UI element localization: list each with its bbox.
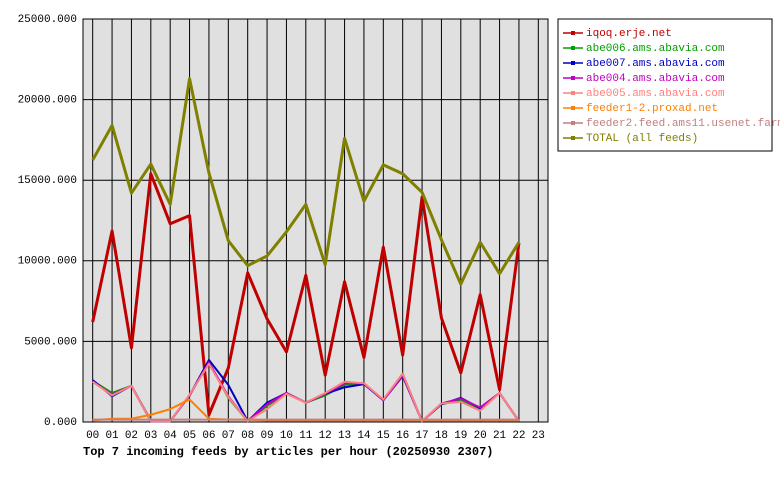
legend-marker (571, 46, 575, 50)
x-tick-label: 07 (222, 430, 235, 442)
y-tick-label: 10000.000 (18, 256, 77, 268)
legend-marker (571, 106, 575, 110)
x-tick-label: 19 (454, 430, 467, 442)
legend-marker (571, 91, 575, 95)
plot-frame (82, 18, 549, 423)
x-tick-label: 12 (319, 430, 332, 442)
x-tick-label: 18 (435, 430, 448, 442)
legend-marker (571, 31, 575, 35)
x-tick-label: 02 (125, 430, 138, 442)
x-tick-label: 17 (415, 430, 428, 442)
legend-marker (571, 121, 575, 125)
x-tick-label: 10 (280, 430, 293, 442)
legend-label: abe007.ams.abavia.com (586, 58, 725, 70)
x-tick-label: 05 (183, 430, 196, 442)
x-tick-label: 23 (532, 430, 545, 442)
y-tick-label: 0.000 (44, 417, 77, 429)
legend-label: abe006.ams.abavia.com (586, 43, 725, 55)
x-tick-label: 21 (493, 430, 507, 442)
x-tick-label: 06 (202, 430, 215, 442)
x-tick-label: 15 (377, 430, 390, 442)
y-tick-label: 15000.000 (18, 175, 77, 187)
x-tick-label: 08 (241, 430, 254, 442)
x-tick-label: 22 (512, 430, 525, 442)
legend-label: abe005.ams.abavia.com (586, 88, 725, 100)
x-tick-label: 04 (164, 430, 178, 442)
x-tick-label: 13 (338, 430, 351, 442)
legend-label: feeder2.feed.ams11.usenet.farm (586, 118, 780, 130)
x-tick-label: 01 (105, 430, 119, 442)
legend-label: abe004.ams.abavia.com (586, 73, 725, 85)
legend-label: feeder1-2.proxad.net (586, 103, 718, 115)
legend-marker (571, 76, 575, 80)
series-line (91, 77, 521, 286)
x-tick-label: 00 (86, 430, 99, 442)
chart-title: Top 7 incoming feeds by articles per hou… (83, 445, 493, 459)
legend-label: iqoq.erje.net (586, 28, 672, 40)
x-tick-label: 14 (357, 430, 371, 442)
x-tick-label: 11 (299, 430, 313, 442)
x-tick-label: 20 (474, 430, 487, 442)
plot-area (83, 19, 548, 422)
y-tick-label: 25000.000 (18, 14, 77, 26)
y-tick-label: 20000.000 (18, 95, 77, 107)
series-line (92, 362, 520, 423)
legend-label: TOTAL (all feeds) (586, 133, 698, 145)
legend (557, 18, 773, 152)
y-tick-label: 5000.000 (24, 336, 77, 348)
x-tick-label: 09 (260, 430, 273, 442)
legend-marker (571, 136, 575, 140)
legend-marker (571, 61, 575, 65)
x-tick-label: 16 (396, 430, 409, 442)
x-tick-label: 03 (144, 430, 157, 442)
series-line (91, 172, 521, 417)
